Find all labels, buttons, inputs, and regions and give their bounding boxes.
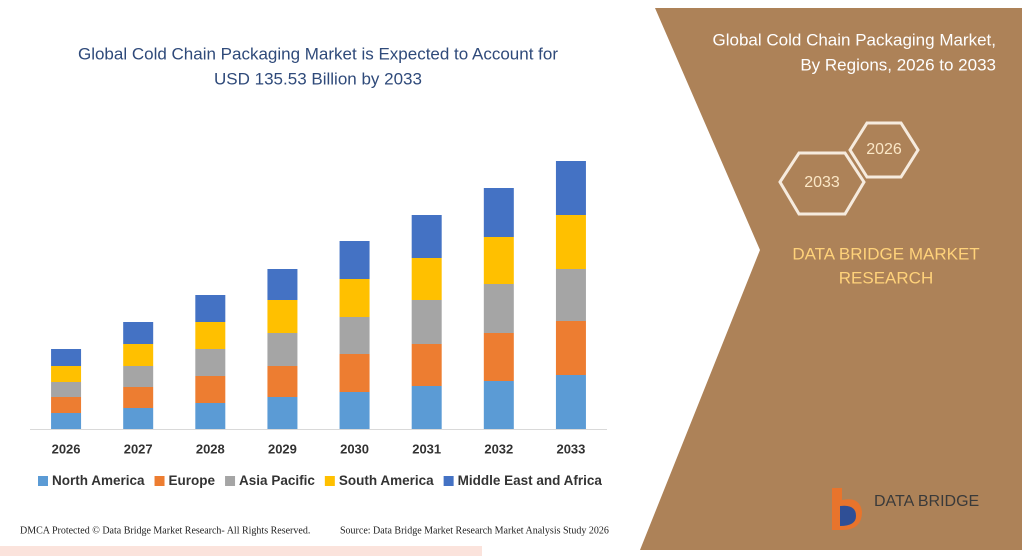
bar-segment: [123, 366, 154, 387]
bar-segment: [267, 333, 298, 366]
bar-segment: [51, 349, 82, 366]
bar-segment: [51, 397, 82, 413]
legend-label: South America: [339, 473, 434, 488]
bar-segment: [51, 382, 82, 397]
panel-title: By Regions, 2026 to 2033: [800, 55, 996, 74]
bottom-band: [0, 546, 482, 556]
bar-segment: [51, 366, 82, 382]
bar-segment: [123, 387, 154, 408]
bar-segment: [483, 381, 514, 429]
bar-segment: [339, 241, 370, 279]
hexagons: [778, 121, 920, 216]
side-panel: [640, 8, 1022, 550]
legend: North America Europe Asia Pacific South Ame…: [38, 473, 602, 488]
x-tick-label: 2031: [412, 441, 441, 456]
bar-segment: [411, 215, 442, 258]
bar-segment: [195, 349, 226, 376]
x-tick-label: 2028: [196, 441, 225, 456]
footer-text: DMCA Protected © Data Bridge Market Rese…: [20, 525, 310, 536]
bar-segment: [339, 354, 370, 392]
x-tick-label: 2029: [268, 441, 297, 456]
badge: 2033: [804, 174, 840, 191]
hexagon: [848, 121, 920, 179]
bar-segment: [555, 269, 586, 321]
footer-text: Source: Data Bridge Market Research Mark…: [340, 525, 609, 536]
bar-segment: [339, 317, 370, 354]
x-tick-label: 2026: [52, 441, 81, 456]
chart-title: Global Cold Chain Packaging Market is Ex…: [78, 44, 558, 63]
logo-icon: [840, 505, 856, 526]
bar-segment: [555, 321, 586, 375]
panel-title: Global Cold Chain Packaging Market,: [713, 30, 996, 49]
bar-segment: [483, 188, 514, 237]
bar-segment: [267, 269, 298, 300]
legend-swatch: [225, 476, 236, 486]
legend-label: North America: [52, 473, 145, 488]
bar-segment: [51, 413, 82, 429]
chart-title: USD 135.53 Billion by 2033: [214, 69, 422, 88]
bar-segment: [195, 322, 226, 349]
bar-segment: [339, 279, 370, 317]
legend-label: Middle East and Africa: [458, 473, 603, 488]
bar-segment: [267, 366, 298, 397]
bar-segment: [483, 333, 514, 381]
x-tick-label: 2030: [340, 441, 369, 456]
plot: 2026 2027 2028 2029 2030 2031 2032 2033: [51, 161, 586, 456]
legend-label: Europe: [169, 473, 216, 488]
x-tick-label: 2032: [484, 441, 513, 456]
badge: 2026: [866, 141, 902, 158]
x-tick-label: 2027: [124, 441, 153, 456]
legend-label: Asia Pacific: [239, 473, 315, 488]
bar-segment: [555, 161, 586, 215]
brand-text: RESEARCH: [839, 268, 933, 287]
bar-segment: [267, 397, 298, 429]
brand-text: DATA BRIDGE MARKET: [792, 244, 979, 263]
hexagon: [778, 151, 866, 216]
bar-segment: [195, 295, 226, 322]
legend-swatch: [38, 476, 48, 486]
legend-swatch: [443, 476, 454, 486]
bar-segment: [123, 408, 154, 429]
bar-segment: [339, 392, 370, 429]
bar-segment: [411, 386, 442, 429]
x-tick-label: 2033: [556, 441, 585, 456]
legend-swatch: [324, 476, 335, 486]
logo: DATA BRIDGE: [832, 488, 979, 530]
bar-segment: [411, 258, 442, 300]
bar-segment: [411, 344, 442, 386]
bar-segment: [195, 376, 226, 403]
bar-segment: [123, 344, 154, 366]
logo-text: DATA BRIDGE: [874, 493, 979, 510]
bar-segment: [483, 284, 514, 333]
bar-segment: [123, 322, 154, 344]
bar-segment: [195, 403, 226, 429]
bar-segment: [483, 237, 514, 284]
bar-segment: [555, 215, 586, 269]
bar-segment: [411, 300, 442, 344]
legend-swatch: [154, 476, 165, 486]
bar-segment: [267, 300, 298, 333]
bar-segment: [555, 375, 586, 429]
